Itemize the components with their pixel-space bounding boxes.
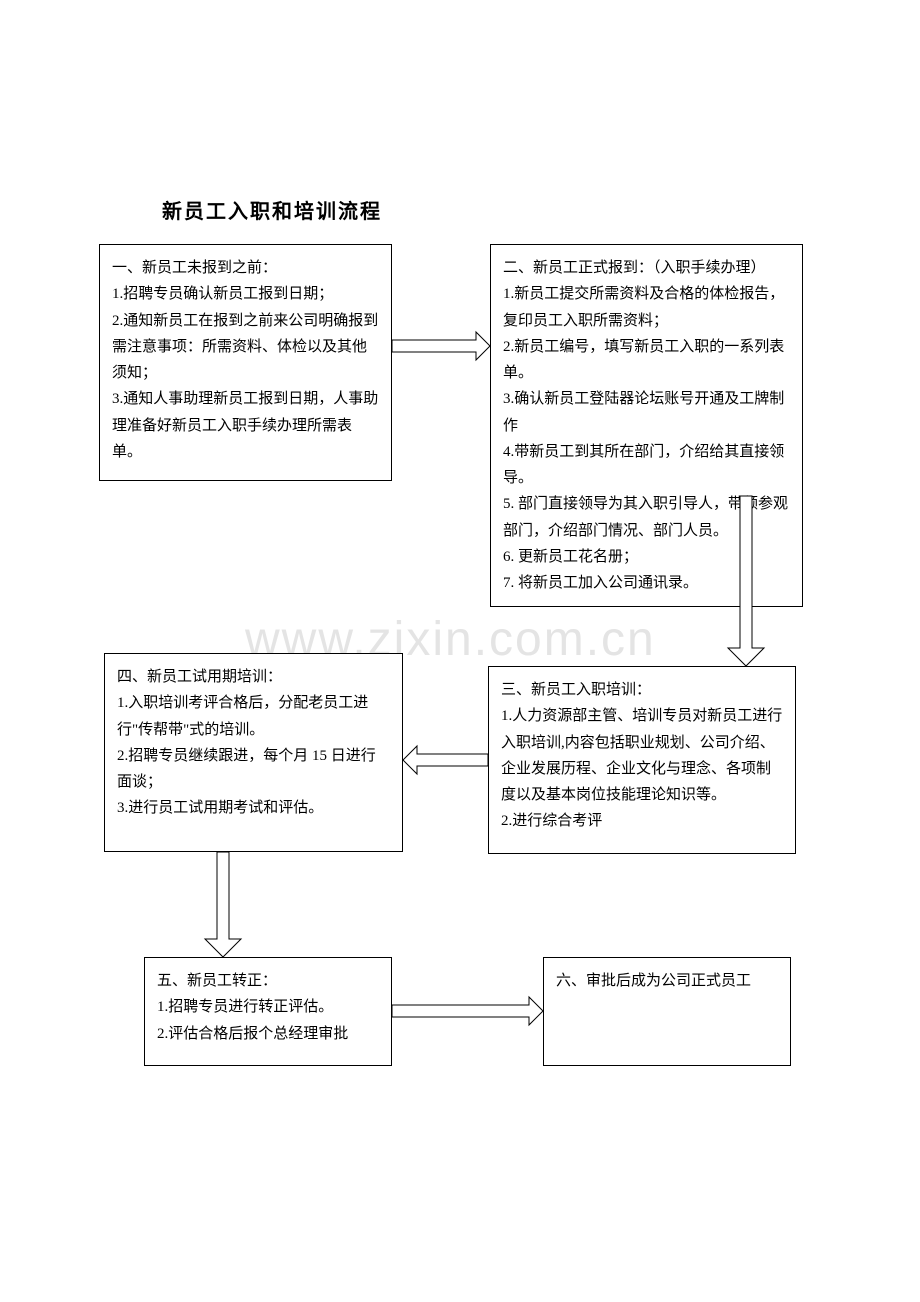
node-header: 一、新员工未报到之前： <box>112 255 379 281</box>
node-header: 四、新员工试用期培训： <box>117 664 390 690</box>
node-item: 5. 部门直接领导为其入职引导人，带领参观部门，介绍部门情况、部门人员。 <box>503 491 790 544</box>
node-item: 1.招聘专员确认新员工报到日期； <box>112 281 379 307</box>
flowchart-node-2: 二、新员工正式报到：（入职手续办理） 1.新员工提交所需资料及合格的体检报告，复… <box>490 244 803 607</box>
flowchart-node-3: 三、新员工入职培训： 1.人力资源部主管、培训专员对新员工进行入职培训,内容包括… <box>488 666 796 854</box>
node-item: 1.新员工提交所需资料及合格的体检报告，复印员工入职所需资料； <box>503 281 790 334</box>
node-item: 2.通知新员工在报到之前来公司明确报到需注意事项：所需资料、体检以及其他须知； <box>112 308 379 387</box>
page-title: 新员工入职和培训流程 <box>162 195 382 224</box>
node-header: 三、新员工入职培训： <box>501 677 783 703</box>
node-item: 3.通知人事助理新员工报到日期，人事助理准备好新员工入职手续办理所需表单。 <box>112 386 379 465</box>
node-item: 1.人力资源部主管、培训专员对新员工进行入职培训,内容包括职业规划、公司介绍、企… <box>501 703 783 808</box>
flowchart-node-1: 一、新员工未报到之前： 1.招聘专员确认新员工报到日期； 2.通知新员工在报到之… <box>99 244 392 481</box>
node-header: 二、新员工正式报到：（入职手续办理） <box>503 255 790 281</box>
flowchart-node-5: 五、新员工转正： 1.招聘专员进行转正评估。 2.评估合格后报个总经理审批 <box>144 957 392 1066</box>
node-item: 2.新员工编号，填写新员工入职的一系列表单。 <box>503 334 790 387</box>
node-item: 3.确认新员工登陆器论坛账号开通及工牌制作 <box>503 386 790 439</box>
node-item: 4.带新员工到其所在部门，介绍给其直接领导。 <box>503 439 790 492</box>
node-item: 1.入职培训考评合格后，分配老员工进行"传帮带"式的培训。 <box>117 690 390 743</box>
node-item: 3.进行员工试用期考试和评估。 <box>117 795 390 821</box>
node-item: 2.招聘专员继续跟进，每个月 15 日进行面谈； <box>117 743 390 796</box>
node-item: 2.评估合格后报个总经理审批 <box>157 1021 379 1047</box>
node-item: 2.进行综合考评 <box>501 808 783 834</box>
flowchart-node-4: 四、新员工试用期培训： 1.入职培训考评合格后，分配老员工进行"传帮带"式的培训… <box>104 653 403 852</box>
node-header: 五、新员工转正： <box>157 968 379 994</box>
node-item: 1.招聘专员进行转正评估。 <box>157 994 379 1020</box>
node-header: 六、审批后成为公司正式员工 <box>556 968 778 994</box>
node-item: 6. 更新员工花名册； <box>503 544 790 570</box>
flowchart-node-6: 六、审批后成为公司正式员工 <box>543 957 791 1066</box>
node-item: 7. 将新员工加入公司通讯录。 <box>503 570 790 596</box>
